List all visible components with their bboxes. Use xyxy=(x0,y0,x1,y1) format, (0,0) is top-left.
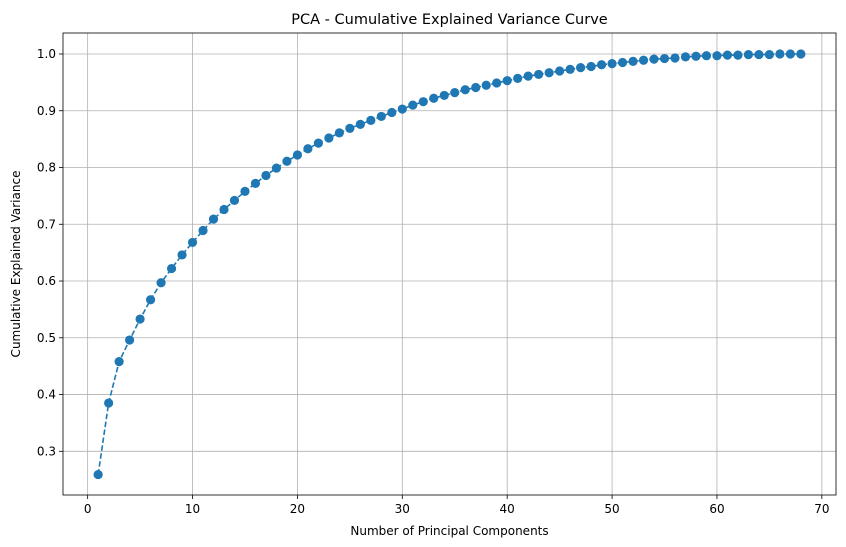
data-point xyxy=(376,111,386,122)
data-point xyxy=(261,170,271,181)
data-point xyxy=(628,56,638,66)
series-line xyxy=(97,53,801,475)
data-point xyxy=(208,214,219,224)
data-point xyxy=(271,163,282,173)
y-tick-label: 0.4 xyxy=(37,388,56,402)
series xyxy=(93,49,806,480)
data-point xyxy=(733,50,743,60)
x-tick-label: 40 xyxy=(500,502,515,516)
data-point xyxy=(145,295,156,305)
y-axis-label: Cumulative Explained Variance xyxy=(9,171,23,358)
data-point xyxy=(722,50,733,60)
data-point xyxy=(638,55,649,65)
data-point xyxy=(282,156,292,166)
data-point xyxy=(387,107,397,118)
y-tick-label: 0.9 xyxy=(37,104,56,118)
data-point xyxy=(712,51,722,61)
data-point xyxy=(607,59,617,69)
data-point xyxy=(659,53,670,64)
data-point xyxy=(366,115,376,126)
y-tick-label: 0.3 xyxy=(37,444,56,458)
data-point xyxy=(166,263,177,274)
data-point xyxy=(408,100,418,110)
data-point xyxy=(292,150,303,160)
data-point xyxy=(680,52,691,62)
data-point xyxy=(177,250,187,260)
data-point xyxy=(219,204,229,215)
data-point xyxy=(429,93,439,103)
data-point xyxy=(670,53,680,63)
data-point xyxy=(135,314,145,324)
data-point xyxy=(355,119,365,129)
y-tick-label: 0.6 xyxy=(37,274,56,288)
data-point xyxy=(250,178,261,189)
data-point xyxy=(596,60,607,70)
data-point xyxy=(534,69,544,80)
data-point xyxy=(775,49,785,59)
data-point xyxy=(555,66,565,76)
data-point xyxy=(544,68,554,78)
data-point xyxy=(114,357,124,367)
x-tick-label: 10 xyxy=(185,502,200,516)
data-point xyxy=(229,195,240,206)
data-point xyxy=(502,76,512,86)
data-point xyxy=(198,225,208,236)
data-point xyxy=(303,144,313,154)
data-point xyxy=(754,49,764,60)
data-point xyxy=(691,51,701,61)
x-tick-label: 60 xyxy=(709,502,724,516)
plot-frame xyxy=(62,32,837,496)
data-point xyxy=(125,335,135,345)
x-tick-label: 30 xyxy=(395,502,410,516)
chart-title: PCA - Cumulative Explained Variance Curv… xyxy=(291,12,608,28)
axis-ticks: 0 10 20 30 40 50 60 70 0.3 0.4 0.5 0.6 0.7 0.8 0.9 1.0 xyxy=(37,47,830,516)
y-tick-label: 0.7 xyxy=(37,217,56,231)
data-point xyxy=(324,133,334,143)
y-tick-label: 1.0 xyxy=(37,47,56,61)
data-point xyxy=(492,78,502,88)
data-point xyxy=(785,49,795,59)
x-axis-label: Number of Principal Components xyxy=(350,524,548,538)
data-point xyxy=(481,80,491,90)
data-point xyxy=(586,61,596,72)
data-point xyxy=(576,63,586,73)
data-point xyxy=(796,49,806,59)
data-point xyxy=(187,237,198,248)
grid xyxy=(63,33,836,495)
data-point xyxy=(701,51,712,61)
data-point xyxy=(313,138,323,148)
data-point xyxy=(450,87,460,98)
data-point xyxy=(460,85,470,95)
data-point xyxy=(523,71,533,81)
data-point xyxy=(156,278,166,288)
data-point xyxy=(471,82,481,93)
data-point xyxy=(617,57,628,68)
data-point xyxy=(764,49,774,60)
data-point xyxy=(743,49,754,60)
y-tick-label: 0.5 xyxy=(37,331,56,345)
x-tick-label: 50 xyxy=(604,502,619,516)
data-point xyxy=(513,73,523,84)
x-tick-label: 70 xyxy=(814,502,829,516)
data-point xyxy=(240,186,250,196)
data-point xyxy=(418,97,428,107)
data-point xyxy=(397,104,407,114)
data-point xyxy=(104,398,114,408)
data-point xyxy=(334,128,344,138)
data-point xyxy=(93,469,103,480)
x-tick-label: 20 xyxy=(290,502,305,516)
data-point xyxy=(439,90,449,101)
x-tick-label: 0 xyxy=(84,502,92,516)
y-tick-label: 0.8 xyxy=(37,161,56,175)
data-point xyxy=(345,123,355,133)
data-point xyxy=(565,64,575,74)
data-point xyxy=(649,54,659,64)
